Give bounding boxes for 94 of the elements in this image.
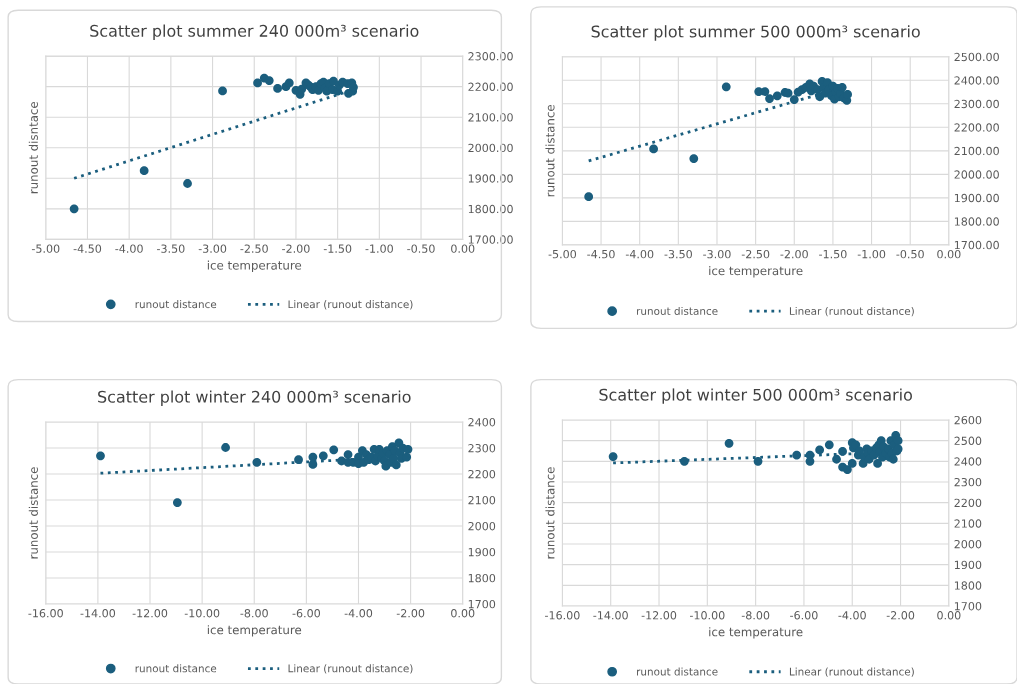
x-tick-label: -0.50 (896, 249, 924, 259)
y-tick-label: 2100 (468, 495, 496, 505)
x-tick-label: -5.00 (548, 249, 577, 259)
x-tick-label: -1.00 (857, 249, 886, 259)
x-tick-label: -3.50 (157, 244, 185, 253)
y-tick-label: 2200.00 (954, 123, 999, 132)
y-axis-title: runout disntace (28, 101, 38, 194)
x-tick-label: -4.50 (587, 249, 615, 259)
x-tick-label: -4.50 (73, 244, 102, 253)
y-tick-label: 2500.00 (954, 52, 999, 62)
x-tick-label: -8.00 (240, 609, 268, 618)
x-axis-title: ice temperature (207, 625, 302, 637)
chart-title: Scatter plot winter 500 000m³ scenario (599, 388, 912, 404)
y-tick-label: 2200 (954, 498, 982, 508)
y-tick-label: 1700.00 (468, 235, 513, 244)
y-tick-label: 2300 (468, 443, 496, 453)
legend-label: Linear (runout distance) (789, 667, 914, 677)
x-tick-label: -16.00 (545, 611, 580, 620)
y-tick-label: 2000 (468, 521, 496, 531)
y-axis-title: runout distance (545, 467, 555, 559)
y-tick-label: 2100.00 (954, 146, 999, 156)
y-axis-title: runout distance (28, 467, 38, 559)
x-tick-label: -3.50 (664, 249, 692, 259)
x-tick-label: -1.50 (323, 244, 352, 253)
legend-label: Linear (runout distance) (288, 664, 413, 674)
chart-title: Scatter plot winter 240 000m³ scenario (98, 390, 411, 406)
y-tick-label: 1800.00 (954, 217, 999, 226)
x-tick-label: -2.00 (886, 611, 915, 620)
x-tick-label: -12.00 (641, 611, 677, 620)
x-tick-label: -10.00 (184, 609, 220, 618)
legend-label: runout distance (637, 306, 718, 315)
x-tick-label: -6.00 (292, 609, 321, 618)
x-tick-label: -4.00 (625, 249, 654, 259)
y-tick-label: 2400 (954, 457, 982, 466)
x-tick-label: -2.00 (396, 609, 425, 618)
legend-label: runout distance (135, 664, 217, 673)
x-tick-label: -5.00 (31, 244, 60, 253)
x-axis-title: ice temperature (709, 627, 803, 639)
y-tick-label: 2000 (954, 539, 982, 549)
x-axis-title: ice temperature (207, 260, 302, 272)
x-tick-label: -14.00 (80, 609, 116, 618)
y-tick-label: 2300.00 (468, 52, 513, 61)
y-tick-label: 2100 (954, 519, 982, 528)
y-tick-label: 2500 (954, 436, 982, 446)
x-tick-label: -3.00 (703, 249, 731, 259)
x-tick-label: -6.00 (790, 611, 818, 620)
x-tick-label: -1.00 (365, 244, 393, 253)
x-tick-label: -4.00 (838, 611, 866, 620)
y-tick-label: 1800.00 (468, 204, 513, 214)
y-tick-label: 1700 (954, 602, 982, 611)
y-axis-title: runout distance (545, 104, 555, 197)
x-tick-label: 0.00 (451, 609, 475, 618)
legend-label: Linear (runout distance) (789, 306, 914, 317)
y-tick-label: 1800 (468, 573, 496, 583)
x-tick-label: 0.00 (451, 244, 475, 253)
x-tick-label: -1.50 (819, 249, 847, 259)
x-tick-label: -14.00 (593, 611, 628, 620)
y-tick-label: 2000.00 (468, 143, 513, 153)
x-tick-label: -0.50 (407, 244, 435, 253)
x-tick-label: 0.00 (937, 249, 961, 259)
y-tick-label: 2100.00 (468, 113, 513, 122)
legend-label: runout distance (135, 300, 217, 309)
x-tick-label: -10.00 (689, 611, 725, 620)
y-tick-label: 1900.00 (468, 174, 513, 183)
x-tick-label: -4.00 (344, 609, 373, 618)
y-tick-label: 2300.00 (954, 99, 999, 109)
y-tick-label: 2300 (954, 477, 982, 487)
x-tick-label: 0.00 (937, 611, 961, 620)
y-tick-label: 1700.00 (954, 240, 999, 250)
y-tick-label: 2200 (468, 469, 496, 479)
y-tick-label: 2000.00 (954, 170, 999, 179)
y-tick-label: 2600 (954, 415, 982, 425)
x-tick-label: -2.50 (240, 244, 268, 253)
y-tick-label: 1700 (468, 599, 496, 609)
x-tick-label: -16.00 (28, 609, 63, 618)
y-tick-label: 2200.00 (468, 82, 513, 92)
x-tick-label: -2.50 (741, 249, 770, 259)
x-tick-label: -8.00 (741, 611, 770, 620)
x-tick-label: -12.00 (132, 609, 168, 618)
legend-label: Linear (runout distance) (288, 300, 413, 310)
y-tick-label: 1900 (468, 547, 496, 557)
x-tick-label: -4.00 (115, 244, 143, 253)
y-tick-label: 2400.00 (954, 76, 999, 85)
chart-title: Scatter plot summer 240 000m³ scenario (90, 24, 419, 40)
x-tick-label: -2.00 (780, 249, 808, 259)
chart-title: Scatter plot summer 500 000m³ scenario (591, 25, 920, 41)
y-tick-label: 1800 (954, 581, 982, 590)
x-axis-title: ice temperature (709, 266, 803, 278)
y-tick-label: 1900 (954, 560, 982, 570)
legend-label: runout distance (637, 667, 718, 676)
x-tick-label: -3.00 (198, 244, 227, 253)
y-tick-label: 2400 (468, 418, 496, 427)
y-tick-label: 1900.00 (954, 193, 999, 203)
x-tick-label: -2.00 (282, 244, 310, 253)
